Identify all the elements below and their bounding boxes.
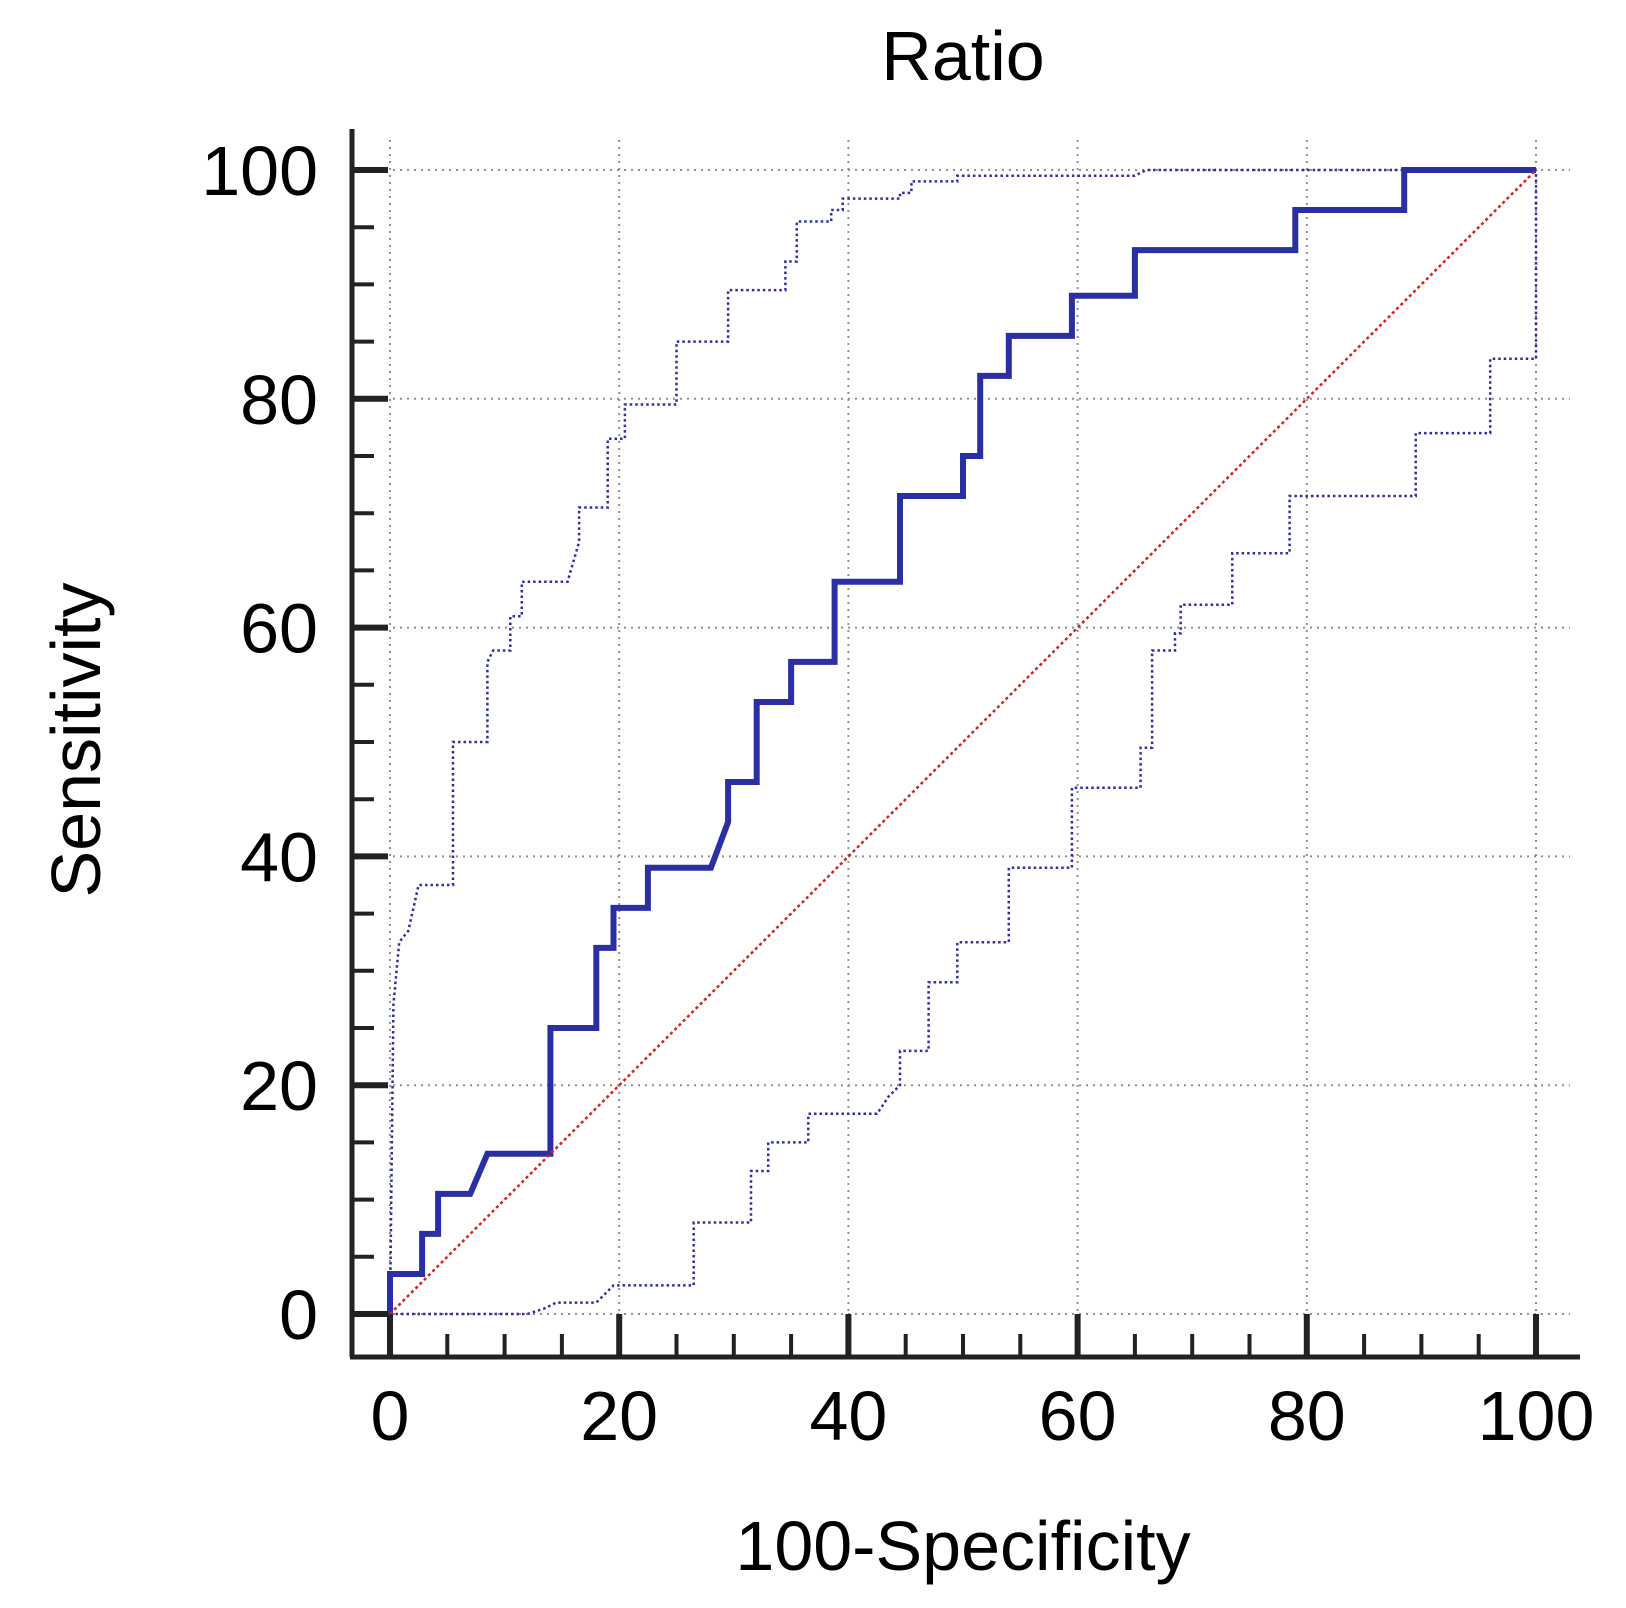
roc-curve bbox=[387, 167, 1536, 1314]
chart-title: Ratio bbox=[881, 17, 1044, 95]
x-tick-label: 60 bbox=[1039, 1377, 1117, 1455]
y-axis-title: Sensitivity bbox=[37, 582, 115, 897]
tick-labels: 0 20 40 60 80 100 0 20 40 60 80 100 bbox=[201, 132, 1594, 1455]
x-axis-title: 100-Specificity bbox=[735, 1507, 1190, 1585]
ticks bbox=[352, 167, 1539, 1357]
y-tick-label: 100 bbox=[201, 132, 318, 210]
x-tick-label: 0 bbox=[371, 1377, 410, 1455]
x-tick-label: 100 bbox=[1478, 1377, 1595, 1455]
x-tick-label: 20 bbox=[580, 1377, 658, 1455]
series-group bbox=[387, 167, 1538, 1316]
upper-confidence-curve bbox=[388, 168, 1536, 1315]
y-tick-label: 20 bbox=[240, 1047, 318, 1125]
y-tick-label: 80 bbox=[240, 361, 318, 439]
x-tick-label: 80 bbox=[1268, 1377, 1346, 1455]
lower-confidence-curve bbox=[390, 170, 1538, 1316]
y-tick-label: 0 bbox=[279, 1276, 318, 1354]
x-tick-label: 40 bbox=[809, 1377, 887, 1455]
y-tick-label: 60 bbox=[240, 590, 318, 668]
y-tick-label: 40 bbox=[240, 818, 318, 896]
